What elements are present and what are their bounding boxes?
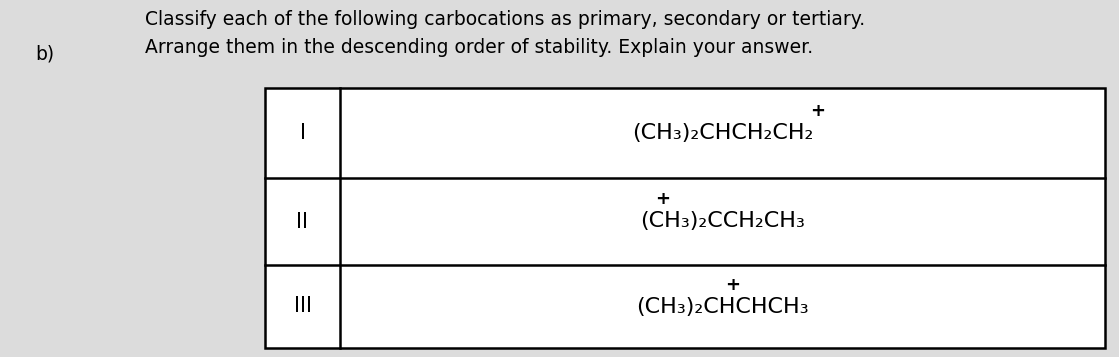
Text: (CH₃)₂CHCHCH₃: (CH₃)₂CHCHCH₃ xyxy=(637,297,809,317)
Bar xyxy=(265,88,1104,348)
Text: +: + xyxy=(725,276,740,293)
Text: b): b) xyxy=(35,45,54,64)
Text: +: + xyxy=(810,102,825,120)
Text: Classify each of the following carbocations as primary, secondary or tertiary.: Classify each of the following carbocati… xyxy=(145,10,865,29)
Text: II: II xyxy=(297,211,309,231)
Text: Arrange them in the descending order of stability. Explain your answer.: Arrange them in the descending order of … xyxy=(145,38,814,57)
Text: +: + xyxy=(655,191,670,208)
Text: III: III xyxy=(293,297,311,317)
Text: (CH₃)₂CHCH₂CH₂: (CH₃)₂CHCH₂CH₂ xyxy=(632,123,814,143)
Text: (CH₃)₂CCH₂CH₃: (CH₃)₂CCH₂CH₃ xyxy=(640,211,805,231)
Text: I: I xyxy=(300,123,305,143)
